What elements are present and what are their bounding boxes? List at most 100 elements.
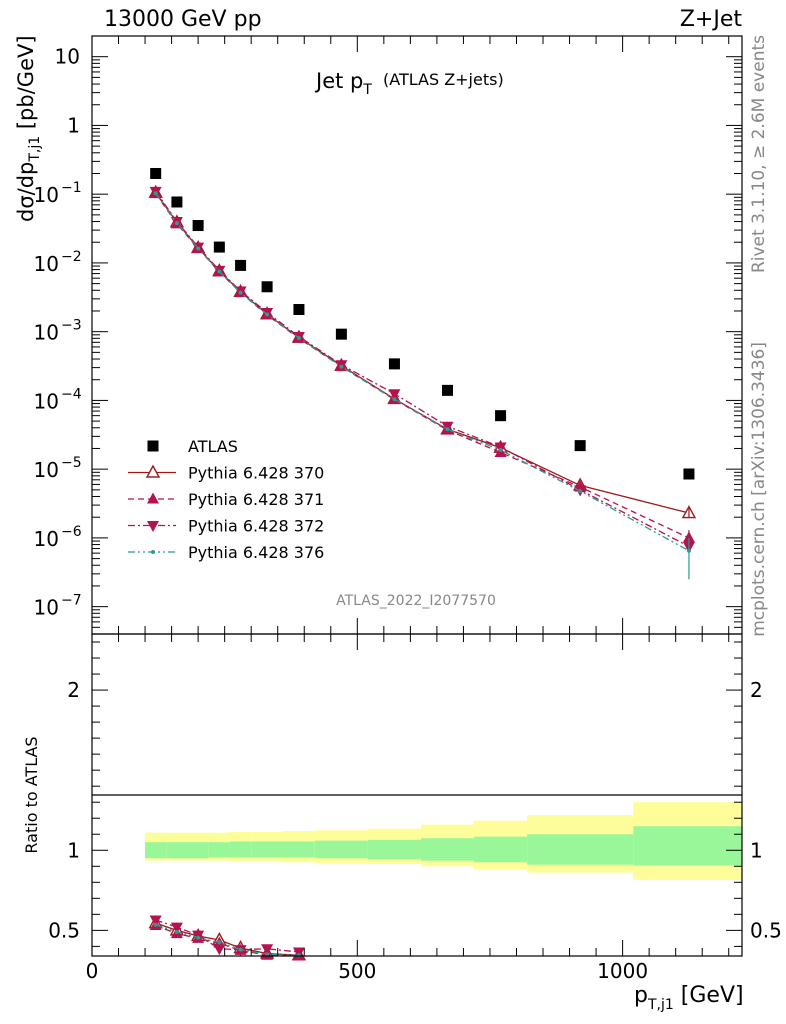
data-point — [292, 947, 305, 959]
data-point — [196, 246, 201, 251]
data-point — [296, 335, 301, 340]
y-tick-exponent: −1 — [61, 180, 82, 196]
data-point — [147, 440, 159, 452]
data-point — [293, 304, 305, 316]
data-point — [213, 241, 225, 253]
x-tick-labels: 0 500 1000 — [86, 959, 648, 983]
plot-title: Jet pT (ATLAS Z+jets) — [314, 69, 504, 98]
legend-label: ATLAS — [188, 437, 238, 456]
uncertainty-band-inner — [208, 842, 230, 858]
legend-label: Pythia 6.428 370 — [188, 464, 324, 483]
data-point — [683, 468, 695, 480]
uncertainty-band-inner — [251, 841, 284, 858]
data-point — [217, 269, 222, 274]
x-tick-label: 500 — [338, 959, 376, 983]
uncertainty-band-inner — [527, 834, 634, 865]
data-point — [445, 427, 450, 432]
ratio-y-tick-labels: 0.5 0.5 1 1 2 2 — [48, 678, 782, 942]
y-tick-label: 0.5 — [48, 918, 80, 942]
data-point — [171, 196, 183, 208]
legend: ATLAS Pythia 6.428 370 Pythia 6.428 371 Pyt… — [128, 437, 324, 562]
data-point — [174, 221, 179, 226]
data-point — [170, 922, 183, 934]
data-point — [151, 550, 155, 554]
svg-text:Jet pT: Jet pT — [314, 69, 372, 98]
data-point — [145, 464, 161, 478]
uncertainty-band-inner — [283, 841, 315, 858]
legend-entry: Pythia 6.428 370 — [128, 464, 324, 483]
ratio-y-axis-label: Ratio to ATLAS — [22, 736, 41, 853]
ratio-series-376 — [153, 922, 301, 958]
data-point — [261, 944, 274, 956]
y-tick-exponent: −2 — [61, 249, 82, 265]
y-tick-exponent: −4 — [61, 386, 82, 402]
y-tick-label-right: 1 — [750, 838, 763, 862]
main-axis-ticks — [91, 35, 742, 635]
data-point — [150, 167, 162, 179]
y-tick-label: 10 — [34, 596, 59, 620]
y-tick-exponent: −5 — [61, 455, 82, 471]
header-right: Z+Jet — [680, 7, 743, 32]
data-point — [235, 259, 247, 271]
uncertainty-band-inner — [145, 842, 167, 859]
data-point — [174, 929, 179, 934]
x-tick-label: 0 — [86, 959, 99, 983]
data-point — [578, 489, 583, 494]
data-point — [217, 940, 222, 945]
uncertainty-band-inner — [420, 838, 475, 861]
y-tick-label: 2 — [67, 678, 80, 702]
y-tick-exponent: −6 — [61, 524, 82, 540]
series-atlas — [150, 167, 695, 480]
data-point — [153, 191, 158, 196]
ratio-panel: 0.5 0.5 1 1 2 2 0 500 1000 — [48, 633, 782, 983]
legend-entry: ATLAS — [147, 437, 238, 456]
uncertainty-band-inner — [474, 836, 528, 863]
legend-label: Pythia 6.428 376 — [188, 543, 324, 562]
legend-label: Pythia 6.428 372 — [188, 517, 324, 536]
data-point — [392, 397, 397, 402]
data-point — [238, 947, 243, 952]
data-point — [238, 290, 243, 295]
data-point — [196, 935, 201, 940]
ratio-series — [148, 915, 307, 961]
x-tick-label: 1000 — [597, 959, 648, 983]
y-tick-label: 1 — [67, 113, 80, 137]
x-axis-label: pT,j1 [GeV] — [634, 983, 744, 1013]
series-pythia-376 — [153, 191, 691, 553]
legend-entry: Pythia 6.428 371 — [128, 490, 324, 509]
data-point — [574, 440, 586, 452]
y-tick-label-right: 2 — [750, 678, 763, 702]
data-point — [265, 312, 270, 317]
uncertainty-band-inner — [367, 839, 421, 860]
y-tick-label: 10 — [34, 183, 59, 207]
legend-entry: Pythia 6.428 372 — [128, 517, 324, 536]
legend-label: Pythia 6.428 371 — [188, 490, 324, 509]
data-point — [192, 220, 204, 232]
data-point — [495, 410, 507, 422]
data-point — [153, 922, 158, 927]
data-point — [335, 328, 347, 340]
data-point — [147, 521, 159, 532]
y-tick-label: 10 — [34, 389, 59, 413]
y-tick-exponent: −3 — [61, 318, 82, 334]
data-point — [339, 364, 344, 369]
y-tick-label: 10 — [34, 252, 59, 276]
data-point — [498, 447, 503, 452]
data-point — [388, 358, 400, 370]
y-tick-label: 10 — [55, 45, 80, 69]
uncertainty-band-inner — [229, 841, 252, 858]
plot-title-sub: T — [362, 82, 372, 98]
plot-title-main: Jet p — [314, 69, 363, 93]
y-tick-label: 10 — [34, 458, 59, 482]
rivet-label: Rivet 3.1.10, ≥ 2.6M events — [749, 35, 769, 273]
y-tick-label: 1 — [67, 838, 80, 862]
svg-text:pT,j1 [GeV]: pT,j1 [GeV] — [634, 983, 744, 1013]
plot-title-suffix: (ATLAS Z+jets) — [383, 70, 504, 89]
data-point — [213, 944, 226, 956]
data-point — [261, 281, 273, 293]
ratio-bands — [145, 802, 742, 880]
y-tick-label: 10 — [34, 527, 59, 551]
uncertainty-band-inner — [633, 826, 742, 866]
y-tick-exponent: −7 — [61, 593, 82, 609]
